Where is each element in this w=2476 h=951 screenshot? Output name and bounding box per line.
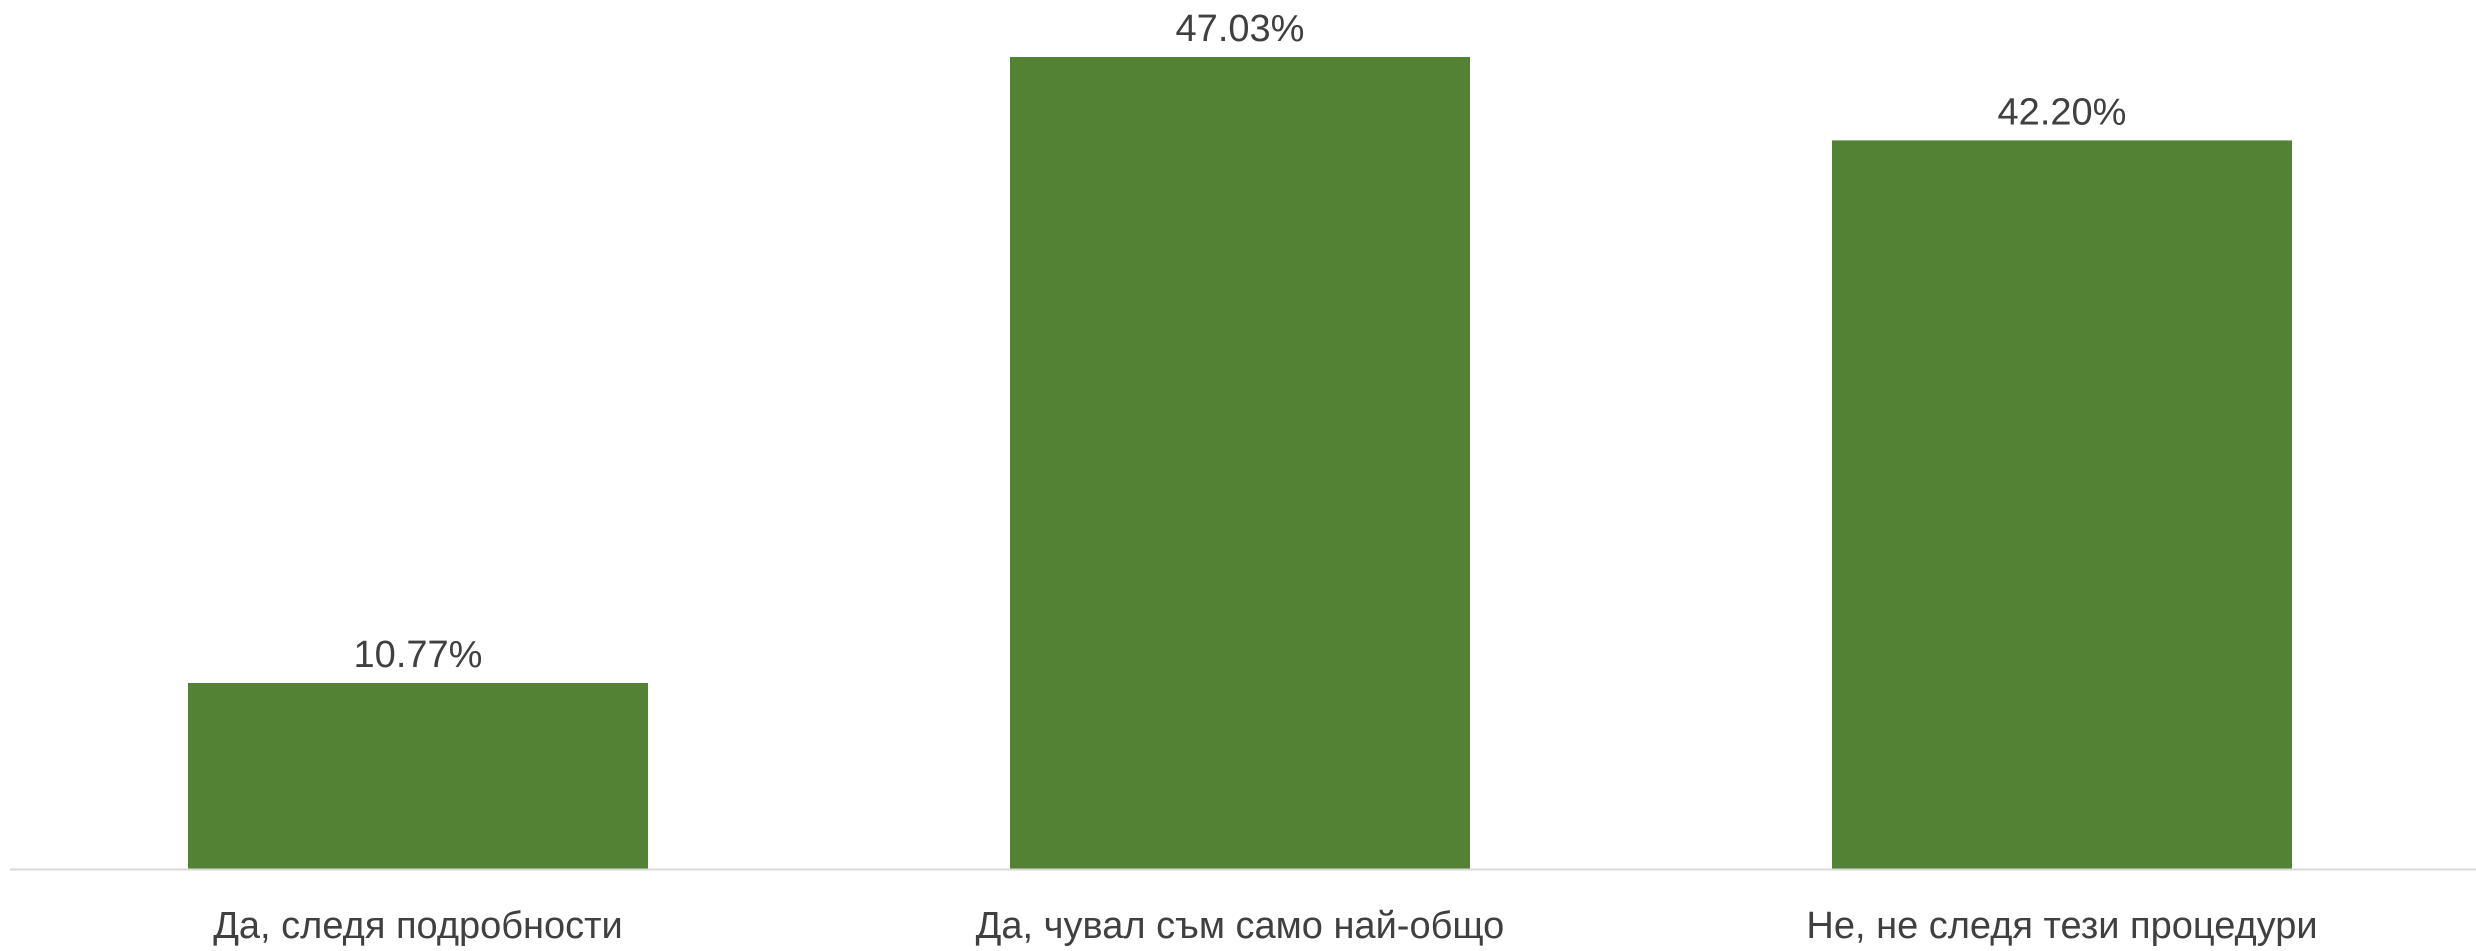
data-label-1: 10.77% bbox=[354, 634, 483, 676]
bar-3 bbox=[1832, 140, 2292, 869]
bars-group bbox=[188, 57, 2292, 869]
data-label-2: 47.03% bbox=[1176, 8, 1305, 50]
data-labels-group: 10.77% 47.03% 42.20% bbox=[354, 8, 2127, 676]
category-label-3: Не, не следя тези процедури bbox=[1806, 905, 2317, 947]
data-label-3: 42.20% bbox=[1998, 91, 2127, 133]
category-label-1: Да, следя подробности bbox=[213, 905, 623, 947]
bar-1 bbox=[188, 683, 648, 869]
category-label-2: Да, чувал съм само най-общо bbox=[976, 905, 1505, 947]
category-labels-group: Да, следя подробности Да, чувал съм само … bbox=[213, 905, 2317, 947]
bar-2 bbox=[1010, 57, 1470, 869]
